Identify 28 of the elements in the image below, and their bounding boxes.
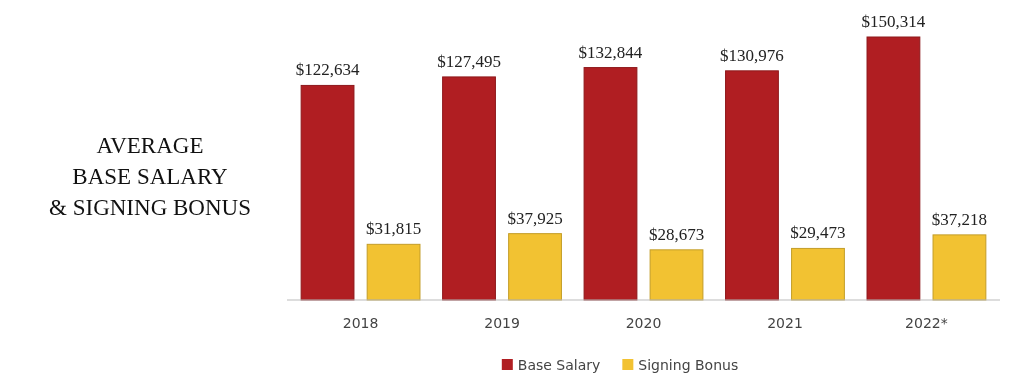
bar <box>725 70 779 301</box>
x-tick-label: 2020 <box>625 314 662 331</box>
bar <box>791 247 845 301</box>
x-tick-label: 2018 <box>342 314 379 331</box>
legend-label: Signing Bonus <box>638 357 739 373</box>
bar <box>508 233 562 301</box>
data-label: $150,314 <box>861 12 926 31</box>
data-label: $37,218 <box>931 209 988 229</box>
data-label: $31,815 <box>365 219 422 239</box>
data-label: $127,495 <box>437 51 501 71</box>
bar <box>583 67 638 301</box>
legend-label: Base Salary <box>517 357 601 373</box>
data-label: $130,976 <box>720 45 784 65</box>
data-label: $37,925 <box>507 208 563 228</box>
bar <box>932 234 987 301</box>
x-tick-label: 2021 <box>767 314 803 331</box>
bar <box>866 36 921 301</box>
x-tick-label: 2022* <box>905 314 948 331</box>
data-label: $28,673 <box>648 224 705 244</box>
x-tick-label: 2019 <box>484 314 520 331</box>
data-label: $122,634 <box>295 60 360 80</box>
data-label: $132,844 <box>578 42 643 62</box>
bar <box>300 84 355 301</box>
text: AVERAGE BASE SALARY & SIGNING BONUS <box>49 133 251 220</box>
data-label: $29,473 <box>790 223 846 243</box>
bar <box>649 249 704 301</box>
bar <box>366 243 421 301</box>
bar <box>442 76 496 301</box>
